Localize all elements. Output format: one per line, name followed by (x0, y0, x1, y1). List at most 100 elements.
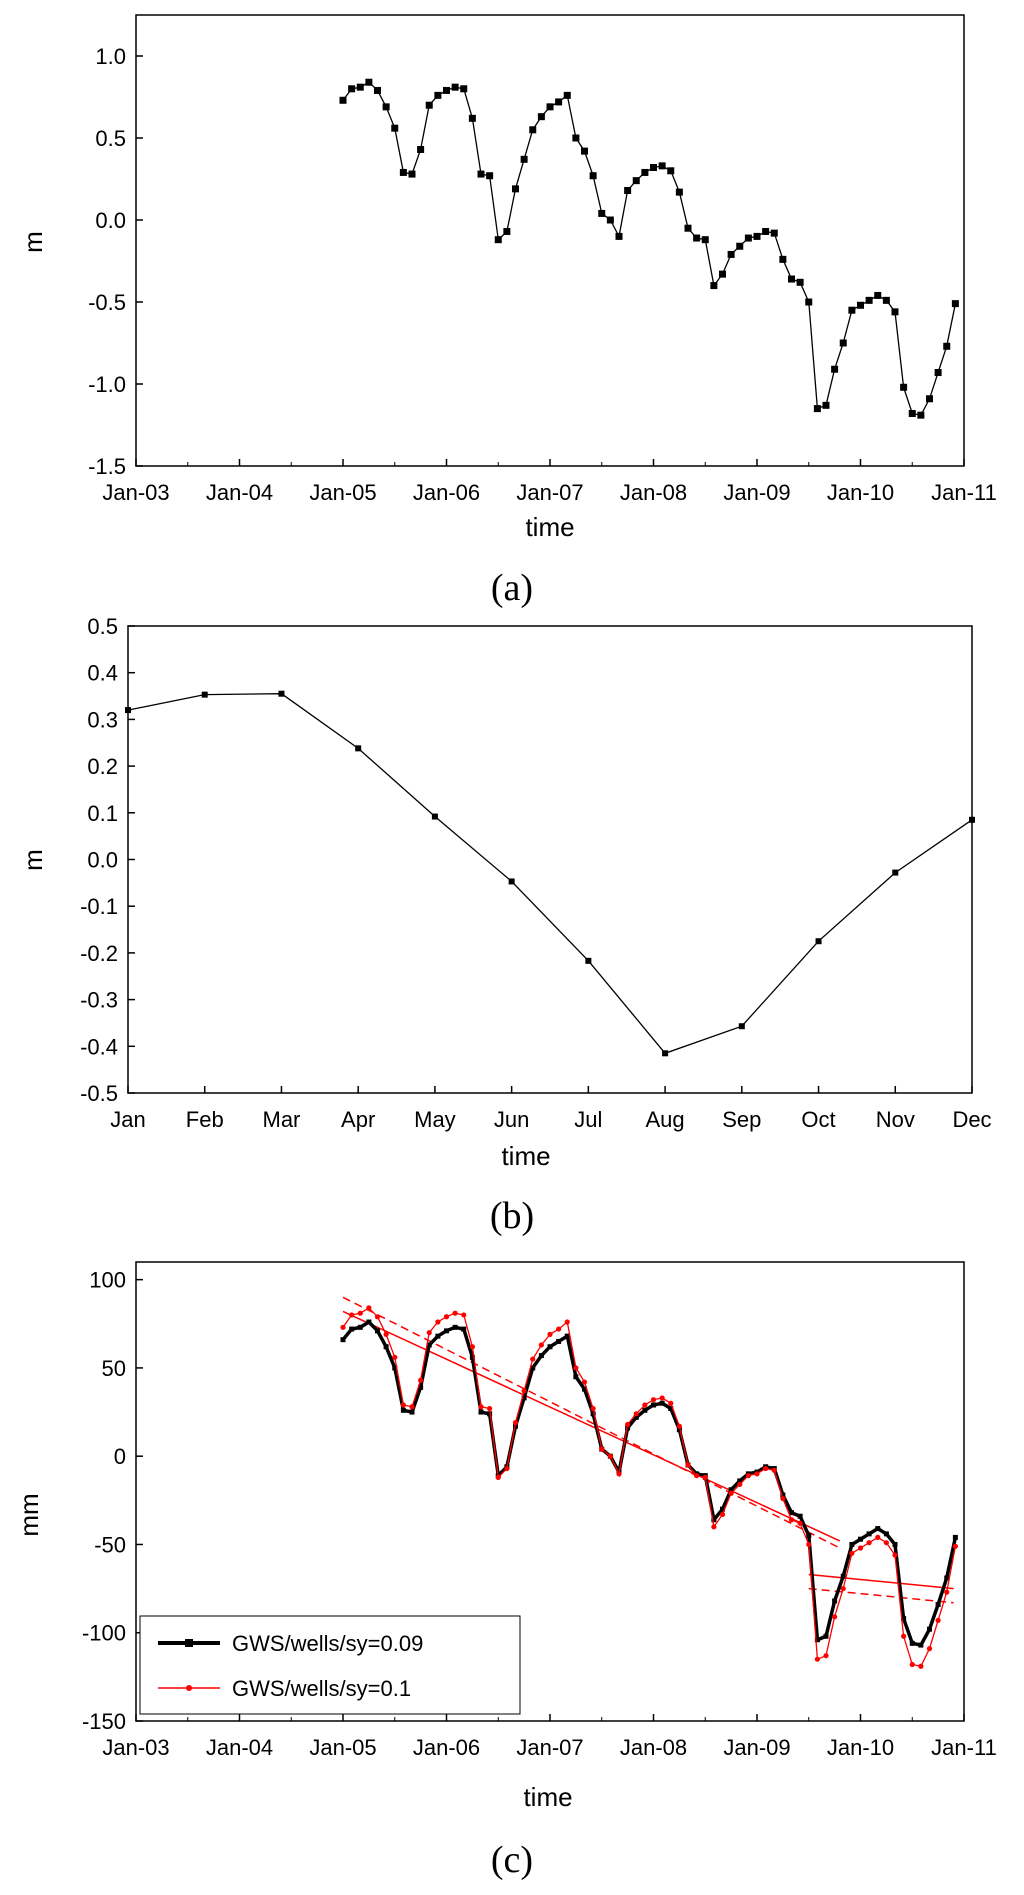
data-point (676, 1427, 682, 1433)
y-axis-ticks: 1.0 0.5 0.0 -0.5 -1.0 -1.5 (88, 44, 143, 479)
data-point (590, 1405, 596, 1412)
trend-line-solid (342, 1310, 841, 1542)
y-axis-ticks: 0.5 0.4 0.3 0.2 0.1 0.0 -0.1 -0.2 -0.3 -0.4 -0.5 (80, 614, 135, 1106)
data-point (701, 236, 709, 244)
x-tick-label: Jan (110, 1107, 145, 1132)
data-point (813, 405, 821, 413)
x-tick-label: Oct (801, 1107, 835, 1132)
data-point (495, 1474, 501, 1480)
legend-label-1: GWS/wells/sy=0.09 (232, 1631, 423, 1656)
data-point (452, 1324, 458, 1330)
data-point (849, 1541, 855, 1547)
y-tick-label: 100 (89, 1268, 126, 1293)
y-tick-label: -0.5 (88, 290, 126, 315)
x-tick-label: Nov (876, 1107, 915, 1132)
data-point (508, 878, 515, 885)
data-point (662, 1050, 669, 1057)
data-point (383, 1344, 389, 1350)
trend-lines (342, 1296, 954, 1604)
data-point (503, 227, 511, 235)
x-tick-label: Jan-07 (516, 1735, 583, 1760)
data-point (599, 1446, 605, 1452)
data-point (918, 1642, 924, 1648)
x-tick-label: Jan-10 (827, 1735, 894, 1760)
data-point (719, 1511, 726, 1518)
data-point (848, 306, 856, 314)
data-point (409, 1404, 415, 1410)
data-point (737, 1481, 743, 1488)
series-line (342, 1307, 957, 1668)
data-point (744, 234, 752, 242)
data-point (685, 1462, 691, 1468)
data-point (468, 114, 476, 122)
data-point (409, 1409, 415, 1415)
data-point (658, 162, 666, 170)
y-tick-label: -1.0 (88, 372, 126, 397)
x-tick-label: Jan-11 (931, 1735, 997, 1760)
data-point (469, 1354, 475, 1360)
data-point (365, 78, 373, 86)
data-point (822, 401, 830, 409)
data-point (435, 1333, 441, 1339)
data-point (349, 1312, 355, 1318)
data-point (469, 1344, 475, 1350)
y-tick-label: -150 (82, 1709, 126, 1734)
data-point (711, 1517, 717, 1523)
data-point (563, 91, 571, 99)
data-point (504, 1465, 510, 1472)
data-point (547, 1344, 553, 1350)
data-point (625, 1421, 631, 1428)
data-point (797, 1513, 803, 1519)
data-point (530, 1356, 536, 1362)
trend-line-dashed (342, 1296, 841, 1549)
data-point (865, 296, 873, 304)
data-point (434, 91, 442, 99)
x-tick-label: Feb (186, 1107, 224, 1132)
data-point (935, 1601, 941, 1607)
data-point (823, 1653, 829, 1659)
data-point (926, 395, 933, 403)
data-point (839, 339, 847, 347)
x-tick-label: Aug (646, 1107, 685, 1132)
x-tick-label: Jan-09 (723, 480, 790, 505)
plot-frame (127, 625, 973, 1094)
x-tick-label: May (414, 1107, 456, 1132)
data-point (461, 1312, 467, 1318)
data-point (702, 1474, 708, 1480)
data-point (478, 1404, 484, 1410)
data-point (632, 177, 640, 185)
data-point (546, 103, 554, 111)
x-tick-label: Jan-07 (516, 480, 583, 505)
y-tick-label: -0.1 (80, 894, 118, 919)
data-point (875, 1534, 881, 1540)
data-point (788, 275, 795, 283)
data-point (892, 1552, 898, 1558)
data-point (418, 1377, 424, 1383)
data-point (918, 1663, 924, 1669)
legend-box (139, 1615, 521, 1715)
data-point (452, 1310, 458, 1316)
data-point (366, 1305, 372, 1311)
plot-frame (135, 14, 965, 467)
data-point (366, 1319, 372, 1325)
data-point (477, 170, 485, 178)
data-point (616, 1471, 622, 1477)
data-point (349, 1326, 355, 1332)
data-point (694, 1473, 700, 1479)
data-point (556, 1338, 562, 1344)
data-point (408, 170, 416, 178)
data-point (883, 1540, 889, 1546)
data-point (753, 232, 761, 240)
trend-line-solid (808, 1573, 954, 1590)
data-point (391, 124, 399, 132)
x-axis-label: time (523, 1782, 572, 1812)
x-tick-label: Jan-04 (206, 1735, 273, 1760)
data-point (650, 164, 657, 172)
data-point (944, 1575, 950, 1581)
data-point (736, 242, 744, 250)
data-point (520, 155, 528, 163)
data-point (589, 172, 597, 180)
x-tick-label: Jan-05 (309, 1735, 376, 1760)
data-point (606, 216, 614, 224)
